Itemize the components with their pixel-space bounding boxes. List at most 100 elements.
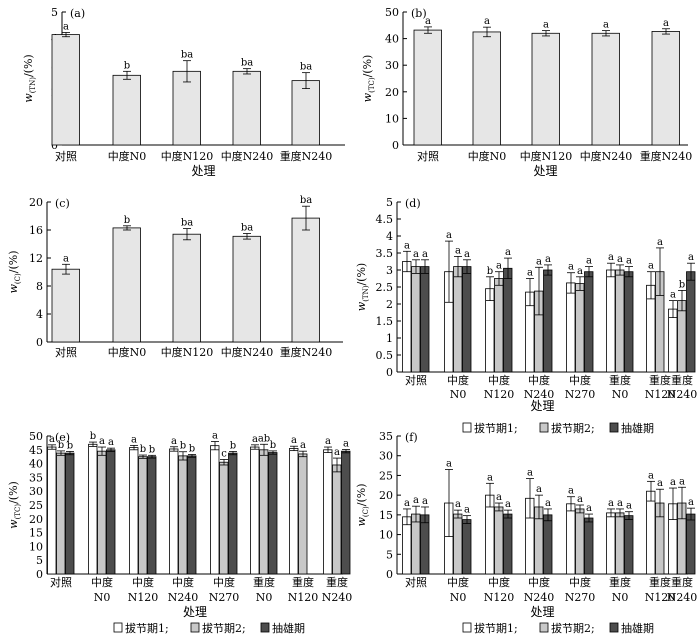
y-tick-label: 25 <box>29 499 43 512</box>
bar <box>323 449 333 575</box>
category-label: 中度 <box>569 373 591 387</box>
significance-label: b <box>230 440 236 451</box>
bar <box>178 455 188 575</box>
y-tick-label: 30 <box>385 59 399 72</box>
y-axis-label-sub: (TN) <box>362 285 370 302</box>
significance-label: a <box>608 252 614 263</box>
y-tick-label: 0 <box>386 366 393 379</box>
y-axis-label-sub: (C) <box>14 273 22 284</box>
y-tick-label: 5 <box>36 554 43 567</box>
bar <box>138 456 148 575</box>
bar <box>51 34 80 146</box>
category-label: N240 <box>524 591 555 604</box>
significance-label: a <box>291 435 297 446</box>
y-tick-label: 2 <box>386 298 393 311</box>
category-label: N240 <box>667 591 698 604</box>
category-label: 中度N0 <box>108 345 147 359</box>
significance-label: b <box>67 440 73 451</box>
category-label: N120 <box>645 388 676 401</box>
significance-label: a <box>577 266 583 277</box>
y-tick-label: 15 <box>379 509 393 522</box>
legend-swatch <box>539 422 549 433</box>
category-label: 重度N240 <box>640 149 693 163</box>
significance-label: a <box>422 496 428 507</box>
y-tick-label: 30 <box>29 485 43 498</box>
significance-label: a <box>455 245 461 256</box>
significance-label: b <box>90 431 96 442</box>
y-tick-label: 50 <box>29 430 43 443</box>
x-axis-label: 处理 <box>530 605 554 619</box>
y-axis-label-sub: (C) <box>362 506 370 517</box>
bar <box>503 513 513 575</box>
bar <box>411 513 421 575</box>
significance-label: a <box>679 476 685 487</box>
significance-label: a <box>464 249 470 260</box>
significance-label: a <box>617 254 623 265</box>
category-label: 重度 <box>609 373 631 387</box>
category-label: N0 <box>612 591 629 604</box>
category-label: N270 <box>565 388 596 401</box>
significance-label: a <box>536 256 542 267</box>
significance-label: a <box>577 494 583 505</box>
x-axis-label: 处理 <box>191 164 215 178</box>
y-tick-label: 50 <box>385 6 399 19</box>
y-axis-label: w(TC)/(%) <box>7 481 22 529</box>
category-label: 重度 <box>671 575 693 589</box>
bar <box>56 452 66 575</box>
significance-label: a <box>496 492 502 503</box>
category-label: 重度 <box>671 373 693 387</box>
legend-label: 拔节期2; <box>551 421 595 435</box>
bar <box>485 288 495 373</box>
bar <box>147 456 157 575</box>
significance-label: b <box>124 60 130 71</box>
y-axis-label: w(C)/(%) <box>7 251 22 294</box>
bar <box>615 269 625 373</box>
significance-label: a <box>663 18 669 29</box>
category-label: 中度 <box>447 373 469 387</box>
bar <box>259 449 269 575</box>
bar <box>341 450 351 575</box>
significance-label: a <box>536 484 542 495</box>
y-axis-label-tail: /(%) <box>361 55 374 78</box>
bar <box>584 271 594 373</box>
bar <box>228 452 238 575</box>
significance-label: a <box>325 436 331 447</box>
y-tick-label: 2.5 <box>376 281 394 294</box>
legend-swatch <box>260 622 270 633</box>
bar <box>97 450 107 575</box>
bar <box>291 80 320 146</box>
y-axis-label: w(TN)/(%) <box>22 54 37 102</box>
y-tick-label: 1 <box>386 332 393 345</box>
significance-label: a <box>404 240 410 251</box>
significance-label: a <box>49 434 55 445</box>
category-label: 重度N240 <box>280 345 333 359</box>
significance-label: b <box>270 440 276 451</box>
significance-label: a <box>527 468 533 479</box>
y-axis-label-tail: /(%) <box>7 481 20 504</box>
bar <box>172 70 201 146</box>
significance-label: a <box>446 459 452 470</box>
legend-swatch <box>462 422 472 433</box>
y-tick-label: 12 <box>29 252 43 265</box>
y-tick-label: 0.5 <box>376 349 394 362</box>
bar <box>402 261 412 373</box>
category-label: 中度N0 <box>108 149 147 163</box>
significance-label: b <box>149 444 155 455</box>
y-tick-label: 10 <box>29 540 43 553</box>
y-tick-label: 0 <box>392 139 399 152</box>
bar <box>575 508 585 575</box>
bar <box>112 227 141 343</box>
y-tick-label: 0 <box>386 568 393 581</box>
category-label: 中度 <box>91 575 113 589</box>
y-axis-label-main: w <box>7 284 20 294</box>
category-label: N0 <box>450 388 467 401</box>
legend-swatch <box>462 622 472 633</box>
category-label: 重度 <box>609 575 631 589</box>
bar <box>531 32 560 146</box>
bar <box>686 271 696 373</box>
bar <box>677 300 687 373</box>
y-tick-label: 4 <box>36 308 43 321</box>
significance-label: a <box>545 254 551 265</box>
category-label: N120 <box>484 388 515 401</box>
